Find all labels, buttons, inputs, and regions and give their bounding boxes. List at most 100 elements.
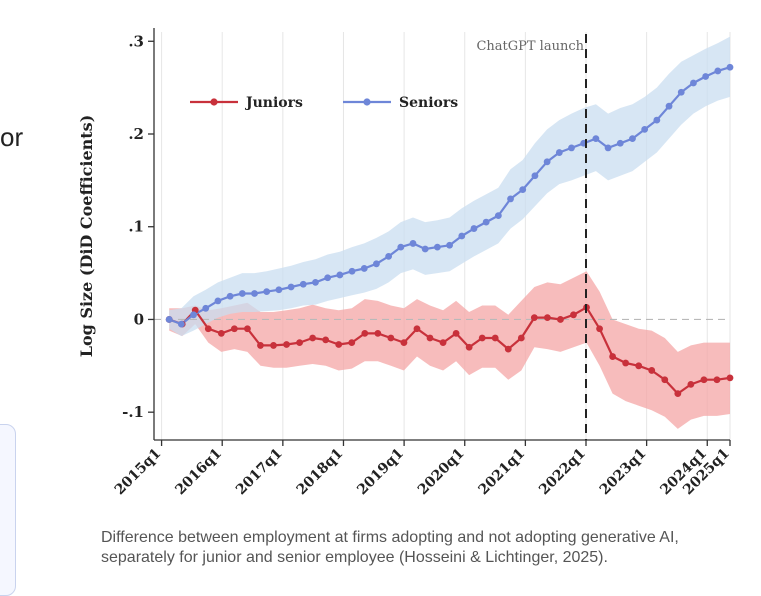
- seniors-point-24: [458, 232, 466, 240]
- seniors-point-40: [653, 116, 661, 124]
- did-chart: -.1 0 .1 .2 .3 2015q1 2016q1 2017q1 2018q1 2019q1…: [77, 28, 734, 499]
- juniors-point-14: [348, 339, 356, 347]
- juniors-point-17: [387, 334, 395, 342]
- seniors-point-25: [470, 225, 478, 232]
- seniors-point-7: [251, 290, 258, 297]
- seniors-point-2: [190, 311, 197, 319]
- juniors-point-34: [609, 353, 617, 360]
- juniors-point-5: [230, 325, 238, 333]
- seniors-point-8: [263, 288, 271, 296]
- seniors-point-3: [202, 304, 210, 312]
- juniors-point-24: [478, 334, 486, 342]
- seniors-point-5: [226, 292, 234, 300]
- seniors-point-12: [312, 278, 319, 286]
- juniors-point-10: [296, 339, 303, 347]
- juniors-point-39: [674, 390, 682, 398]
- seniors-point-20: [409, 240, 417, 247]
- x-tick-label-2: 2017q1: [233, 446, 286, 499]
- juniors-point-31: [570, 311, 577, 319]
- y-tick-label-1: 0: [134, 310, 144, 328]
- juniors-point-21: [439, 339, 447, 347]
- seniors-point-41: [665, 102, 673, 110]
- juniors-point-30: [557, 316, 564, 323]
- seniors-point-21: [421, 245, 429, 253]
- seniors-point-43: [690, 79, 697, 87]
- x-tick-label-7: 2022q1: [536, 446, 589, 499]
- seniors-point-16: [360, 265, 368, 272]
- series-points: [165, 63, 734, 398]
- legend-seniors-label: Seniors: [399, 95, 458, 111]
- juniors-point-37: [648, 367, 656, 374]
- juniors-point-42: [713, 376, 721, 384]
- x-tick-label-4: 2019q1: [354, 446, 407, 499]
- seniors-point-30: [531, 172, 539, 180]
- y-axis-title: Log Size (DiD Coefficients): [77, 115, 96, 358]
- juniors-point-6: [244, 325, 251, 333]
- seniors-point-9: [275, 286, 283, 294]
- confidence-bands: [169, 36, 730, 429]
- seniors-point-32: [555, 149, 563, 156]
- juniors-point-22: [452, 329, 460, 337]
- chatgpt-annotation: ChatGPT launch: [476, 34, 587, 440]
- juniors-point-7: [257, 342, 264, 349]
- seniors-point-31: [543, 158, 551, 166]
- legend-juniors-marker: [210, 98, 218, 106]
- x-tick-label-1: 2016q1: [172, 446, 225, 499]
- juniors-point-19: [413, 325, 421, 333]
- figure-caption: Difference between employment at firms a…: [101, 529, 679, 566]
- juniors-point-40: [687, 380, 695, 388]
- seniors-point-19: [397, 243, 405, 251]
- juniors-point-23: [465, 343, 473, 351]
- y-tick-label-0: -.1: [122, 403, 144, 421]
- seniors-point-27: [494, 212, 502, 220]
- juniors-point-20: [426, 334, 434, 342]
- juniors-point-9: [283, 341, 290, 348]
- y-tick-label-3: .2: [128, 125, 144, 143]
- juniors-point-28: [530, 314, 538, 321]
- juniors-point-41: [700, 376, 708, 384]
- juniors-point-33: [596, 325, 603, 333]
- x-tick-label-5: 2020q1: [415, 446, 468, 499]
- seniors-point-38: [629, 135, 636, 143]
- seniors-point-10: [287, 283, 295, 291]
- y-tick-label-4: .3: [128, 32, 144, 50]
- juniors-point-38: [661, 376, 669, 384]
- legend-seniors-marker: [363, 98, 371, 106]
- seniors-point-4: [214, 297, 222, 305]
- juniors-point-36: [635, 362, 643, 370]
- juniors-confidence-band: [169, 271, 730, 429]
- juniors-point-35: [622, 359, 630, 367]
- juniors-point-8: [270, 342, 277, 349]
- juniors-point-15: [361, 329, 369, 337]
- left-side-card: [0, 424, 16, 596]
- seniors-point-0: [165, 316, 173, 323]
- seniors-point-1: [177, 320, 185, 328]
- x-tick-label-6: 2021q1: [476, 446, 529, 499]
- seniors-point-42: [677, 88, 685, 96]
- seniors-point-23: [446, 241, 453, 249]
- seniors-point-22: [433, 243, 441, 251]
- juniors-point-16: [374, 329, 382, 337]
- seniors-point-37: [616, 139, 624, 147]
- seniors-point-29: [519, 186, 527, 194]
- seniors-point-46: [726, 63, 734, 71]
- x-tick-label-8: 2023q1: [597, 446, 650, 499]
- x-tick-label-0: 2015q1: [112, 446, 165, 499]
- seniors-point-15: [348, 267, 356, 275]
- seniors-point-28: [507, 195, 514, 203]
- juniors-point-12: [322, 336, 330, 344]
- seniors-point-11: [299, 280, 307, 288]
- seniors-point-39: [641, 125, 649, 133]
- x-tick-label-3: 2018q1: [294, 446, 347, 499]
- juniors-point-13: [335, 341, 343, 348]
- seniors-point-6: [238, 290, 246, 297]
- seniors-point-18: [385, 253, 393, 260]
- juniors-point-11: [309, 334, 317, 342]
- seniors-point-14: [336, 271, 344, 279]
- left-text-fragment: or: [0, 122, 24, 152]
- juniors-point-3: [204, 325, 212, 333]
- juniors-point-27: [517, 334, 525, 342]
- seniors-point-26: [482, 218, 490, 226]
- juniors-point-4: [217, 329, 225, 337]
- y-tick-label-2: .1: [128, 218, 144, 236]
